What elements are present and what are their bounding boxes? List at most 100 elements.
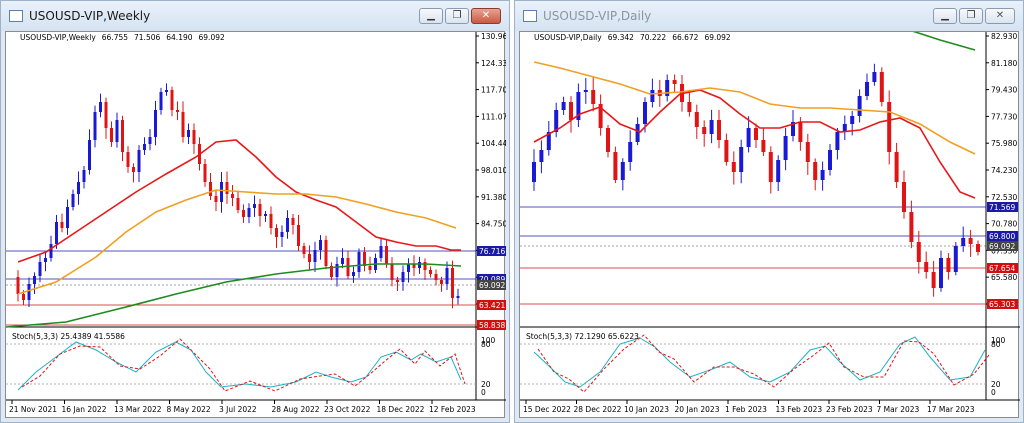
candle-body bbox=[643, 102, 647, 124]
candle-body bbox=[754, 128, 758, 140]
price-axis-label: 70.780 bbox=[991, 220, 1017, 229]
ma-mid-line bbox=[17, 189, 457, 295]
candle-body bbox=[302, 246, 306, 254]
price-tag-box bbox=[477, 320, 506, 330]
candle-body bbox=[902, 182, 906, 212]
candle-body bbox=[379, 246, 383, 258]
candle-body bbox=[33, 276, 36, 284]
price-tag-box bbox=[477, 274, 506, 284]
stoch-axis-label: 80 bbox=[991, 340, 1001, 349]
candle-body bbox=[275, 228, 278, 237]
daily-title-bar[interactable]: USOUSD-VIP,Daily ▁ ❐ ✕ bbox=[515, 1, 1023, 31]
close-button[interactable]: ✕ bbox=[471, 8, 501, 24]
candle-body bbox=[924, 262, 929, 272]
candle-body bbox=[231, 194, 234, 198]
price-tag-label: 63.421 bbox=[479, 301, 505, 310]
candle-body bbox=[110, 128, 113, 142]
candle-body bbox=[22, 294, 25, 300]
time-axis-label: 3 Jul 2022 bbox=[219, 405, 257, 414]
close-button[interactable]: ✕ bbox=[985, 8, 1015, 24]
candle-body bbox=[363, 252, 366, 266]
candle-body bbox=[650, 90, 655, 102]
stoch-axis-label: 100 bbox=[481, 336, 496, 345]
price-axis-label: 79.430 bbox=[991, 86, 1017, 95]
candle-body bbox=[99, 102, 102, 112]
price-axis-label: 82.930 bbox=[991, 32, 1017, 41]
time-axis-label: 8 May 2022 bbox=[167, 405, 211, 414]
price-axis-label: 84.750 bbox=[481, 220, 506, 229]
restore-button[interactable]: ❐ bbox=[959, 8, 983, 24]
price-axis-label: 124.335 bbox=[481, 59, 506, 68]
close-value: 69.092 bbox=[704, 33, 731, 42]
price-axis-label: 117.705 bbox=[481, 86, 506, 95]
price-tag-box bbox=[987, 202, 1018, 212]
weekly-title-bar[interactable]: USOUSD-VIP,Weekly ▁ ❐ ✕ bbox=[1, 1, 509, 31]
candle-body bbox=[148, 137, 152, 144]
minimize-button[interactable]: ▁ bbox=[419, 8, 443, 24]
price-tag-box bbox=[477, 246, 506, 256]
candle-body bbox=[335, 264, 339, 277]
candle-body bbox=[423, 262, 427, 270]
stoch-axis-label: 20 bbox=[481, 380, 491, 389]
price-tag-box bbox=[987, 241, 1018, 251]
candle-body bbox=[665, 80, 670, 96]
weekly-chart-area[interactable]: USOUSD-VIP,Weekly 66.755 71.506 64.190 69.09… bbox=[5, 31, 506, 418]
candle-body bbox=[635, 124, 640, 142]
low-value: 66.672 bbox=[672, 33, 699, 42]
candle-body bbox=[154, 110, 157, 137]
daily-price-chart[interactable]: 82.930 81.180 79.430 77.730 75.980 74.230 72.5… bbox=[520, 32, 1020, 418]
candle-body bbox=[225, 182, 229, 194]
weekly-chart-window[interactable]: USOUSD-VIP,Weekly ▁ ❐ ✕ USOUSD-VIP,Weekl… bbox=[0, 0, 510, 423]
price-axis-label: 130.965 bbox=[481, 32, 506, 41]
price-tag-box bbox=[987, 263, 1018, 273]
candle-body bbox=[717, 120, 721, 140]
candle-body bbox=[247, 208, 251, 217]
weekly-price-chart[interactable]: 130.965 124.335 117.705 111.075 104.445 98.01… bbox=[6, 32, 506, 418]
open-value: 69.342 bbox=[607, 33, 634, 42]
candle-body bbox=[731, 162, 736, 172]
candle-body bbox=[554, 110, 559, 132]
candle-body bbox=[768, 152, 773, 182]
daily-chart-area[interactable]: USOUSD-VIP,Daily 69.342 70.222 66.672 69.092… bbox=[519, 31, 1020, 418]
candle-body bbox=[236, 198, 240, 210]
candle-body bbox=[297, 225, 300, 246]
candle-body bbox=[115, 120, 119, 142]
time-axis-label: 28 Dec 2022 bbox=[574, 405, 622, 414]
candle-body bbox=[451, 268, 454, 298]
candle-body bbox=[739, 147, 744, 172]
restore-button[interactable]: ❐ bbox=[445, 8, 469, 24]
daily-chart-window[interactable]: USOUSD-VIP,Daily ▁ ❐ ✕ USOUSD-VIP,Daily 6… bbox=[514, 0, 1024, 423]
candle-body bbox=[894, 152, 899, 182]
candle-body bbox=[93, 112, 97, 140]
close-value: 69.092 bbox=[198, 33, 225, 42]
price-axis-label: 91.380 bbox=[481, 193, 506, 202]
minimize-button[interactable]: ▁ bbox=[933, 8, 957, 24]
candle-body bbox=[724, 140, 729, 162]
stoch-axis-label: 80 bbox=[481, 340, 491, 349]
candle-body bbox=[66, 207, 69, 228]
price-tag-label: 71.569 bbox=[989, 203, 1015, 212]
candle-body bbox=[258, 204, 262, 216]
candle-body bbox=[968, 238, 973, 244]
time-axis-label: 10 Jan 2023 bbox=[624, 405, 669, 414]
candle-body bbox=[88, 140, 91, 170]
daily-ohlc-header: USOUSD-VIP,Daily 69.342 70.222 66.672 69.092 bbox=[534, 33, 737, 42]
candle-body bbox=[820, 170, 825, 180]
price-axis-label: 72.530 bbox=[991, 193, 1017, 202]
price-axis-label: 74.230 bbox=[991, 166, 1017, 175]
ma-slow-line bbox=[6, 263, 462, 328]
weekly-ohlc-header: USOUSD-VIP,Weekly 66.755 71.506 64.190 69.09… bbox=[20, 33, 231, 42]
candle-body bbox=[192, 130, 196, 144]
candle-body bbox=[137, 150, 141, 172]
candle-body bbox=[16, 277, 20, 294]
candle-body bbox=[445, 268, 449, 284]
symbol-label: USOUSD-VIP,Daily bbox=[534, 33, 602, 42]
candle-body bbox=[176, 110, 179, 112]
candle-body bbox=[418, 262, 421, 268]
stoch-axis-label: 0 bbox=[481, 388, 486, 397]
candle-body bbox=[396, 280, 399, 282]
ma-slow-line bbox=[912, 32, 976, 51]
stoch-axis-label: 20 bbox=[991, 380, 1001, 389]
candle-body bbox=[672, 80, 677, 84]
open-value: 66.755 bbox=[101, 33, 129, 42]
